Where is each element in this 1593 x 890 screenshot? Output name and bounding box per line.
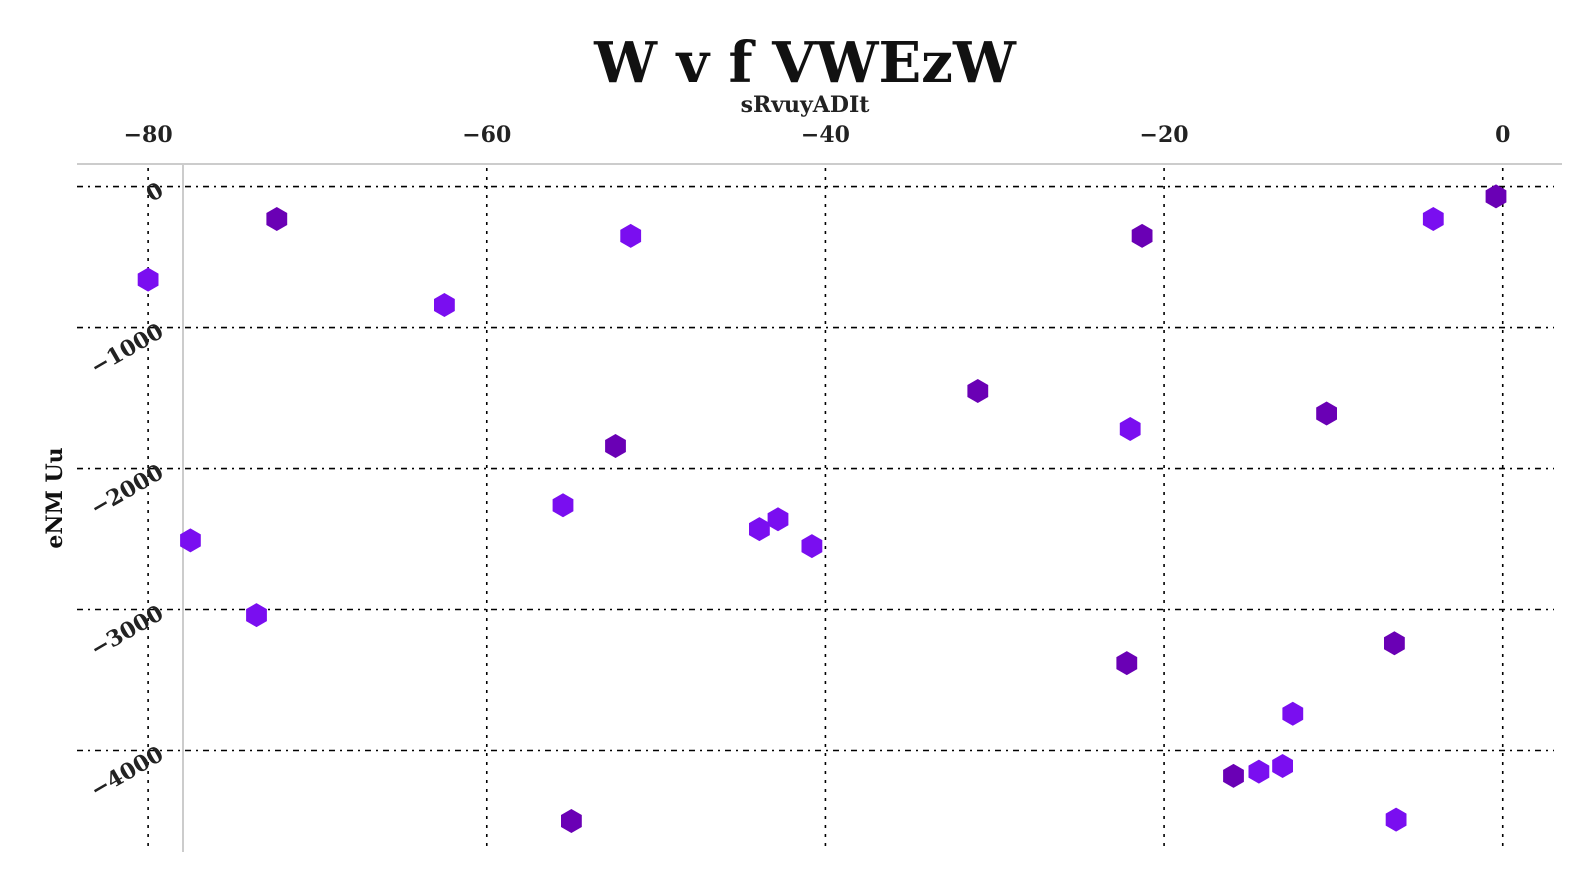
data-point [1272, 754, 1293, 778]
x-tick-label: −20 [1140, 122, 1189, 148]
gridlines [77, 168, 1554, 852]
data-point [1485, 184, 1507, 209]
data-point [801, 534, 823, 559]
data-point [605, 434, 626, 458]
data-point [1223, 763, 1244, 788]
data-point [1384, 631, 1405, 656]
data-point [1385, 807, 1407, 832]
data-point [561, 809, 582, 833]
y-axis-label: eNM Uu [42, 447, 68, 548]
data-point [1116, 651, 1138, 676]
data-point [266, 207, 288, 231]
data-point [1248, 759, 1270, 784]
data-point [246, 603, 267, 628]
data-point [1316, 401, 1337, 426]
data-points [137, 184, 1507, 833]
y-tick-label: 0 [142, 177, 168, 207]
data-point [1131, 223, 1153, 248]
x-tick-label: −80 [124, 122, 173, 148]
tick-labels: 0−1000−2000−3000−4000−80 −60 −40 −20 0 [86, 122, 1510, 804]
data-point [620, 223, 642, 248]
data-point [767, 507, 789, 532]
x-tick-label: 0 [1495, 122, 1510, 148]
chart-title: W v f VWEzW [593, 30, 1017, 96]
data-point [1282, 701, 1304, 726]
x-tick-label: −60 [462, 122, 511, 148]
data-point [137, 267, 159, 292]
x-axis-label: sRvuyADIt [741, 92, 871, 118]
data-point [1422, 207, 1444, 231]
data-point [552, 493, 574, 518]
data-point [180, 528, 201, 553]
data-point [434, 293, 455, 317]
data-point [967, 379, 989, 403]
data-point [749, 517, 770, 542]
x-tick-label: −40 [801, 122, 850, 148]
data-point [1119, 417, 1141, 441]
